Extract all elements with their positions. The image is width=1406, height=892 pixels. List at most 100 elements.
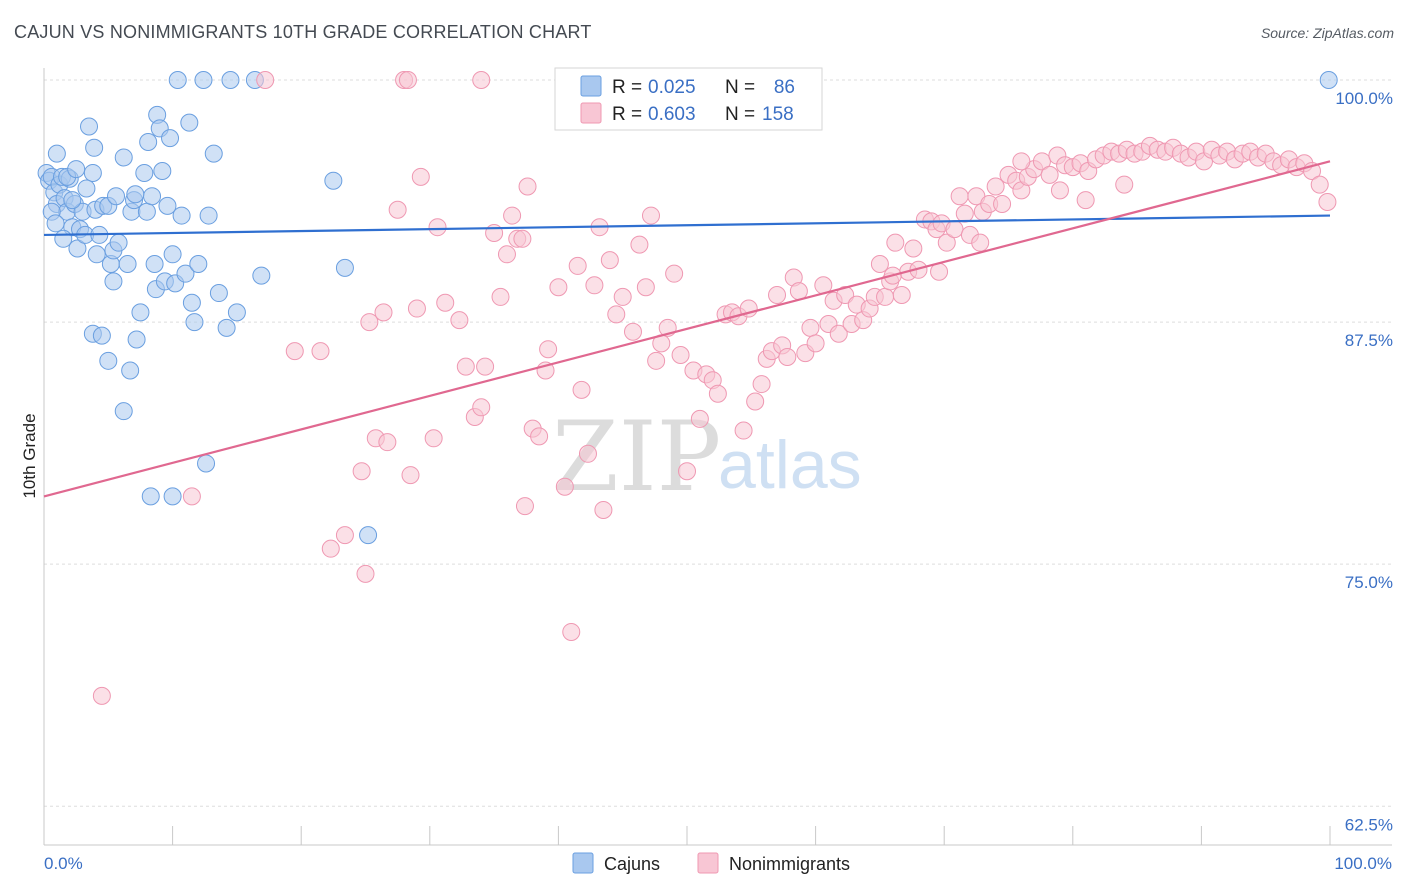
stats-legend: R = 0.025 N = 86 R = 0.603 N = 158 — [554, 67, 823, 131]
nonimmigrant-point-32 — [497, 245, 516, 264]
nonimmigrant-point-28 — [472, 398, 491, 417]
cajun-point-47 — [168, 71, 187, 89]
nonimmigrant-point-39 — [530, 427, 549, 446]
nonimmigrant-point-62 — [671, 346, 690, 365]
nonimmigrant-point-20 — [407, 299, 426, 318]
nonimmigrant-point-160 — [1318, 193, 1337, 212]
cajun-point-28 — [118, 254, 137, 273]
nonimmigrant-point-50 — [594, 500, 613, 519]
nonimmigrant-point-99 — [886, 233, 905, 252]
cajun-point-16 — [80, 117, 99, 136]
cajun-point-56 — [204, 144, 223, 163]
cajun-point-49 — [176, 264, 195, 283]
cajun-point-48 — [172, 206, 191, 225]
nonimmigrant-point-80 — [778, 347, 797, 366]
nonimmigrant-point-63 — [678, 462, 696, 481]
y-axis-label: 10th Grade — [20, 413, 39, 498]
nonimmigrant-point-162 — [1115, 175, 1134, 194]
nonimmigrant-point-78 — [768, 285, 787, 304]
nonimmigrant-point-10 — [321, 539, 340, 558]
nonimmigrant-point-110 — [950, 187, 969, 206]
nonimmigrant-point-13 — [356, 564, 375, 583]
nonimmigrant-point-0 — [182, 487, 201, 506]
cajun-point-74 — [47, 144, 66, 163]
cajun-point-53 — [189, 254, 208, 273]
cajun-point-18 — [85, 138, 104, 157]
nonimmigrant-point-25 — [450, 311, 469, 330]
nonimmigrant-point-44 — [562, 622, 581, 641]
legend-n-value-nonimmigrants: 158 — [762, 104, 794, 125]
cajun-point-55 — [199, 206, 218, 225]
cajun-point-37 — [145, 254, 164, 273]
legend-swatch-nonimmigrants — [580, 102, 602, 124]
nonimmigrant-point-159 — [1310, 175, 1329, 194]
nonimmigrant-point-22 — [424, 429, 443, 448]
cajun-point-35 — [139, 132, 158, 151]
cajun-point-32 — [131, 303, 150, 322]
nonimmigrant-point-4 — [256, 71, 275, 89]
cajun-point-36 — [143, 187, 162, 206]
nonimmigrant-point-97 — [876, 287, 895, 306]
nonimmigrant-point-21 — [411, 167, 430, 186]
nonimmigrant-point-42 — [549, 278, 568, 297]
cajun-point-27 — [114, 148, 133, 167]
nonimmigrant-point-161 — [1076, 191, 1095, 210]
nonimmigrant-point-61 — [665, 264, 684, 283]
nonimmigrant-point-8 — [285, 342, 304, 361]
nonimmigrant-point-109 — [945, 220, 964, 239]
nonimmigrant-point-12 — [352, 462, 371, 481]
nonimmigrant-point-7 — [472, 71, 491, 89]
cajun-point-64 — [121, 361, 140, 380]
nonimmigrant-point-57 — [641, 206, 660, 225]
nonimmigrant-point-14 — [360, 313, 379, 332]
nonimmigrant-point-19 — [401, 466, 420, 485]
cajun-point-57 — [209, 284, 228, 303]
cajun-point-84 — [1319, 71, 1338, 89]
nonimmigrant-point-56 — [636, 278, 655, 297]
y-tick-label-3: 100.0% — [1335, 89, 1393, 108]
nonimmigrant-point-33 — [503, 206, 522, 225]
legend-r-label-2: R = — [612, 104, 642, 125]
cajun-point-31 — [127, 330, 146, 349]
source-label: Source: ZipAtlas.com — [1260, 25, 1394, 41]
series-cajuns — [37, 71, 1338, 545]
y-tick-label-1: 75.0% — [1345, 573, 1393, 592]
cajun-point-72 — [335, 258, 354, 277]
nonimmigrant-point-29 — [476, 357, 495, 376]
nonimmigrant-point-6 — [398, 71, 417, 89]
cajun-point-76 — [67, 160, 86, 179]
bottom-legend-nonimmigrants: Nonimmigrants — [729, 854, 850, 874]
legend-swatch-cajuns — [580, 75, 602, 97]
nonimmigrant-point-74 — [746, 392, 765, 411]
cajun-point-45 — [163, 245, 182, 264]
cajun-point-52 — [185, 313, 204, 332]
cajun-point-33 — [135, 163, 154, 182]
cajun-point-34 — [137, 202, 156, 221]
nonimmigrant-point-117 — [993, 194, 1012, 213]
nonimmigrant-point-116 — [986, 177, 1005, 196]
nonimmigrant-point-1 — [92, 686, 111, 705]
nonimmigrant-point-85 — [806, 334, 825, 353]
nonimmigrant-point-45 — [568, 256, 587, 275]
nonimmigrant-point-51 — [600, 251, 619, 270]
cajun-point-79 — [54, 229, 73, 248]
nonimmigrant-point-90 — [836, 285, 855, 304]
cajun-point-26 — [109, 233, 128, 252]
y-tick-labels: 62.5% 75.0% 87.5% 100.0% — [1335, 89, 1393, 834]
cajun-point-62 — [99, 351, 118, 370]
cajun-point-44 — [161, 129, 180, 148]
legend-r-label: R = — [612, 77, 642, 98]
x-tick-label-max: 100.0% — [1334, 854, 1392, 873]
nonimmigrant-point-43 — [555, 477, 574, 496]
nonimmigrant-point-164 — [1012, 152, 1031, 171]
cajun-point-73 — [359, 526, 378, 545]
cajun-point-81 — [87, 245, 106, 264]
cajun-point-12 — [68, 239, 87, 258]
nonimmigrant-point-65 — [690, 409, 709, 428]
bottom-legend-cajuns: Cajuns — [604, 854, 660, 874]
cajun-point-63 — [114, 402, 133, 421]
legend-n-label: N = — [725, 77, 755, 98]
nonimmigrant-point-18 — [388, 200, 407, 219]
nonimmigrant-point-75 — [752, 375, 771, 394]
